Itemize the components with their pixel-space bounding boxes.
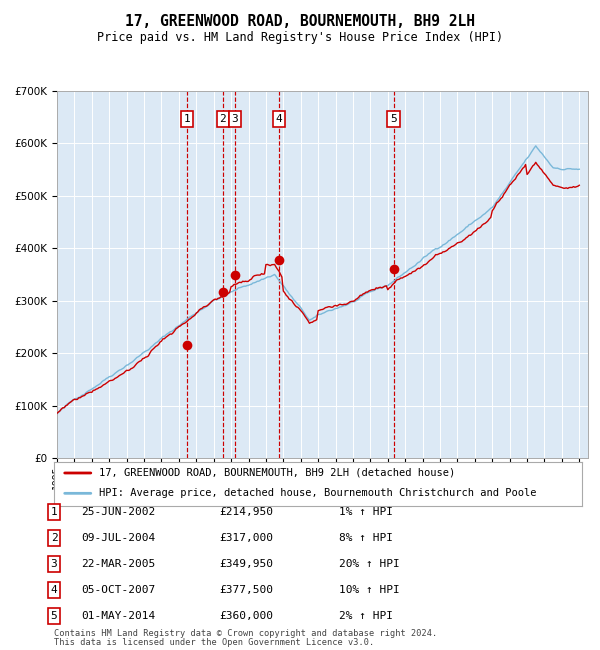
Text: Contains HM Land Registry data © Crown copyright and database right 2024.: Contains HM Land Registry data © Crown c…: [54, 629, 437, 638]
Text: 1: 1: [184, 114, 190, 124]
Text: 2: 2: [220, 114, 226, 124]
Text: Price paid vs. HM Land Registry's House Price Index (HPI): Price paid vs. HM Land Registry's House …: [97, 31, 503, 44]
Text: 25-JUN-2002: 25-JUN-2002: [81, 507, 155, 517]
Text: 2: 2: [50, 533, 58, 543]
Text: 5: 5: [50, 611, 58, 621]
Text: 05-OCT-2007: 05-OCT-2007: [81, 585, 155, 595]
Text: 01-MAY-2014: 01-MAY-2014: [81, 611, 155, 621]
Text: 17, GREENWOOD ROAD, BOURNEMOUTH, BH9 2LH (detached house): 17, GREENWOOD ROAD, BOURNEMOUTH, BH9 2LH…: [99, 468, 455, 478]
Text: 2% ↑ HPI: 2% ↑ HPI: [339, 611, 393, 621]
Text: 20% ↑ HPI: 20% ↑ HPI: [339, 559, 400, 569]
Text: 3: 3: [50, 559, 58, 569]
Text: 3: 3: [232, 114, 238, 124]
Text: 22-MAR-2005: 22-MAR-2005: [81, 559, 155, 569]
Text: 5: 5: [390, 114, 397, 124]
Text: £377,500: £377,500: [219, 585, 273, 595]
Text: £360,000: £360,000: [219, 611, 273, 621]
Text: 4: 4: [50, 585, 58, 595]
Text: 1: 1: [50, 507, 58, 517]
Text: £317,000: £317,000: [219, 533, 273, 543]
Text: This data is licensed under the Open Government Licence v3.0.: This data is licensed under the Open Gov…: [54, 638, 374, 647]
Text: 17, GREENWOOD ROAD, BOURNEMOUTH, BH9 2LH: 17, GREENWOOD ROAD, BOURNEMOUTH, BH9 2LH: [125, 14, 475, 29]
Text: £349,950: £349,950: [219, 559, 273, 569]
Text: 10% ↑ HPI: 10% ↑ HPI: [339, 585, 400, 595]
Text: £214,950: £214,950: [219, 507, 273, 517]
Text: 1% ↑ HPI: 1% ↑ HPI: [339, 507, 393, 517]
Text: HPI: Average price, detached house, Bournemouth Christchurch and Poole: HPI: Average price, detached house, Bour…: [99, 488, 536, 499]
Text: 09-JUL-2004: 09-JUL-2004: [81, 533, 155, 543]
Text: 4: 4: [275, 114, 283, 124]
Text: 8% ↑ HPI: 8% ↑ HPI: [339, 533, 393, 543]
